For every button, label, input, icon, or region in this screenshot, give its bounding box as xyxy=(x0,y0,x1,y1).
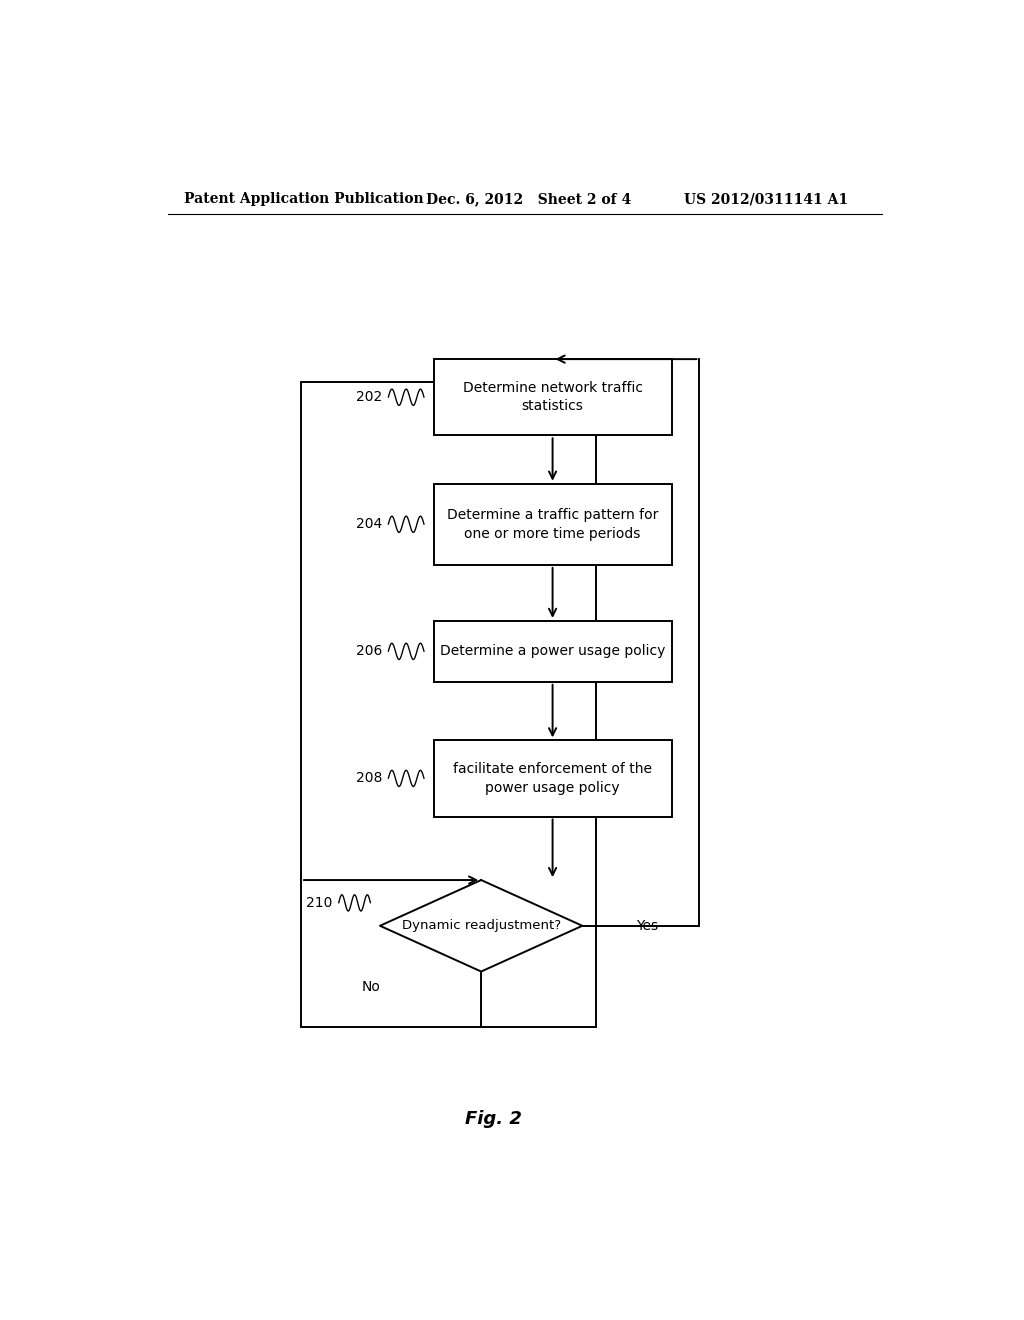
Text: Dynamic readjustment?: Dynamic readjustment? xyxy=(401,919,561,932)
Text: Dec. 6, 2012   Sheet 2 of 4: Dec. 6, 2012 Sheet 2 of 4 xyxy=(426,191,631,206)
Text: 206: 206 xyxy=(355,644,382,659)
Text: Fig. 2: Fig. 2 xyxy=(465,1110,521,1127)
Bar xyxy=(433,359,672,436)
Text: Yes: Yes xyxy=(636,919,658,933)
Bar xyxy=(433,620,672,682)
Bar xyxy=(433,483,672,565)
Text: 210: 210 xyxy=(306,896,333,909)
Text: US 2012/0311141 A1: US 2012/0311141 A1 xyxy=(684,191,848,206)
Text: Determine a power usage policy: Determine a power usage policy xyxy=(440,644,666,659)
Text: Determine network traffic
statistics: Determine network traffic statistics xyxy=(463,381,643,413)
Text: 208: 208 xyxy=(355,771,382,785)
Text: Patent Application Publication: Patent Application Publication xyxy=(183,191,423,206)
Bar xyxy=(433,741,672,817)
Text: 204: 204 xyxy=(355,517,382,532)
Bar xyxy=(301,381,596,1027)
Text: facilitate enforcement of the
power usage policy: facilitate enforcement of the power usag… xyxy=(453,762,652,795)
Text: No: No xyxy=(362,979,381,994)
Text: Determine a traffic pattern for
one or more time periods: Determine a traffic pattern for one or m… xyxy=(446,508,658,540)
Text: 202: 202 xyxy=(355,391,382,404)
